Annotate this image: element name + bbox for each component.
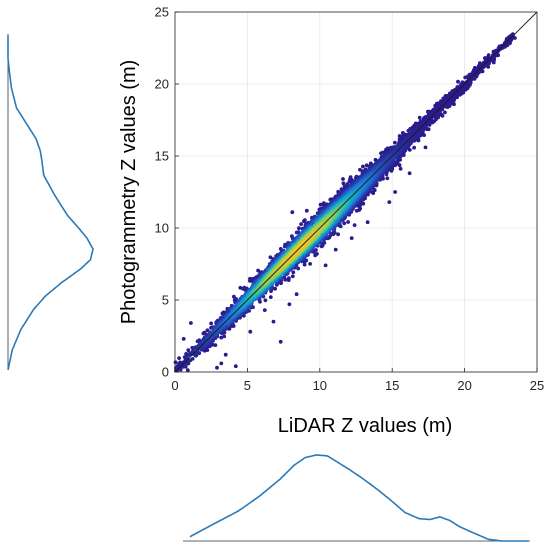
scatter-point bbox=[321, 202, 326, 207]
scatter-point bbox=[342, 221, 347, 226]
scatter-point bbox=[385, 176, 390, 181]
scatter-point bbox=[256, 268, 260, 273]
scatter-point bbox=[364, 163, 369, 168]
scatter-point bbox=[185, 368, 190, 372]
marginal-density-y bbox=[7, 34, 94, 371]
scatter-point bbox=[205, 328, 210, 333]
scatter-point bbox=[278, 339, 283, 344]
scatter-point bbox=[294, 263, 299, 268]
scatter-point bbox=[417, 115, 422, 120]
scatter-point bbox=[443, 110, 447, 115]
scatter-point bbox=[346, 220, 350, 224]
scatter-point bbox=[370, 190, 374, 195]
scatter-point bbox=[341, 177, 345, 181]
scatter-point bbox=[401, 131, 405, 135]
scatter-point bbox=[422, 133, 426, 138]
scatter-point bbox=[396, 158, 400, 163]
scatter-point bbox=[323, 263, 328, 268]
scatter-point bbox=[393, 140, 397, 145]
scatter-point bbox=[219, 361, 224, 366]
scatter-point bbox=[336, 232, 340, 237]
scatter-point bbox=[297, 226, 301, 231]
scatter-point bbox=[268, 255, 273, 260]
scatter-point bbox=[215, 365, 219, 370]
scatter-point bbox=[209, 321, 214, 326]
scatter-point bbox=[456, 79, 460, 84]
scatter-point bbox=[354, 208, 359, 213]
scatter-point bbox=[282, 275, 287, 280]
scatter-point bbox=[249, 279, 254, 283]
plot-area bbox=[173, 11, 538, 373]
scatter-point bbox=[186, 348, 191, 353]
scatter-point bbox=[319, 244, 324, 249]
marginal-y-curve bbox=[7, 35, 94, 371]
scatter-point bbox=[393, 190, 397, 194]
scatter-point bbox=[243, 288, 248, 292]
scatter-point bbox=[248, 329, 253, 334]
scatter-point bbox=[387, 200, 392, 205]
scatter-point bbox=[294, 292, 299, 297]
scatter-point bbox=[320, 241, 324, 246]
scatter-point bbox=[398, 166, 403, 171]
scatter-point bbox=[191, 350, 196, 355]
scatter-point bbox=[470, 74, 474, 78]
scatter-point bbox=[380, 150, 385, 155]
scatter-point bbox=[213, 343, 218, 347]
scatter-point bbox=[361, 164, 365, 169]
scatter-point bbox=[423, 145, 428, 150]
scatter-point bbox=[296, 230, 301, 235]
scatter-point bbox=[181, 337, 186, 341]
scatter-point bbox=[313, 253, 318, 258]
scatter-point bbox=[222, 334, 227, 339]
scatter-point bbox=[304, 208, 309, 213]
scatter-point bbox=[438, 112, 442, 117]
scatter-point bbox=[407, 171, 412, 176]
scatter-point bbox=[302, 262, 307, 267]
scatter-point bbox=[358, 206, 363, 211]
scatter-point bbox=[287, 302, 292, 307]
scatter-point bbox=[290, 274, 295, 279]
scatter-point bbox=[262, 308, 267, 312]
scatter-point bbox=[268, 295, 273, 299]
scatter-point bbox=[406, 128, 411, 133]
scatter-point bbox=[333, 247, 338, 252]
scatter-point bbox=[263, 298, 268, 303]
scatter-point bbox=[219, 335, 224, 340]
scatter-point bbox=[189, 321, 193, 325]
scatter-point bbox=[296, 266, 301, 271]
scatter-point bbox=[287, 276, 291, 280]
scatter-point bbox=[234, 297, 239, 301]
scatter-point bbox=[173, 360, 178, 365]
scatter-point bbox=[365, 220, 370, 225]
scatter-point bbox=[185, 358, 190, 362]
scatter-point bbox=[352, 223, 357, 228]
scatter-point bbox=[291, 270, 296, 275]
scatter-point bbox=[290, 210, 295, 215]
scatter-point bbox=[434, 110, 439, 115]
scatter-point bbox=[349, 236, 354, 241]
scatter-point bbox=[177, 356, 182, 360]
scatter-point bbox=[271, 319, 276, 324]
scatter-point bbox=[412, 145, 416, 150]
scatter-point bbox=[302, 219, 306, 224]
scatter-point bbox=[223, 352, 228, 357]
scatter-point bbox=[299, 222, 303, 227]
scatter-points bbox=[173, 32, 517, 373]
scatter-point bbox=[233, 364, 238, 369]
scatter-point bbox=[308, 262, 312, 266]
scatter-point bbox=[210, 342, 215, 347]
